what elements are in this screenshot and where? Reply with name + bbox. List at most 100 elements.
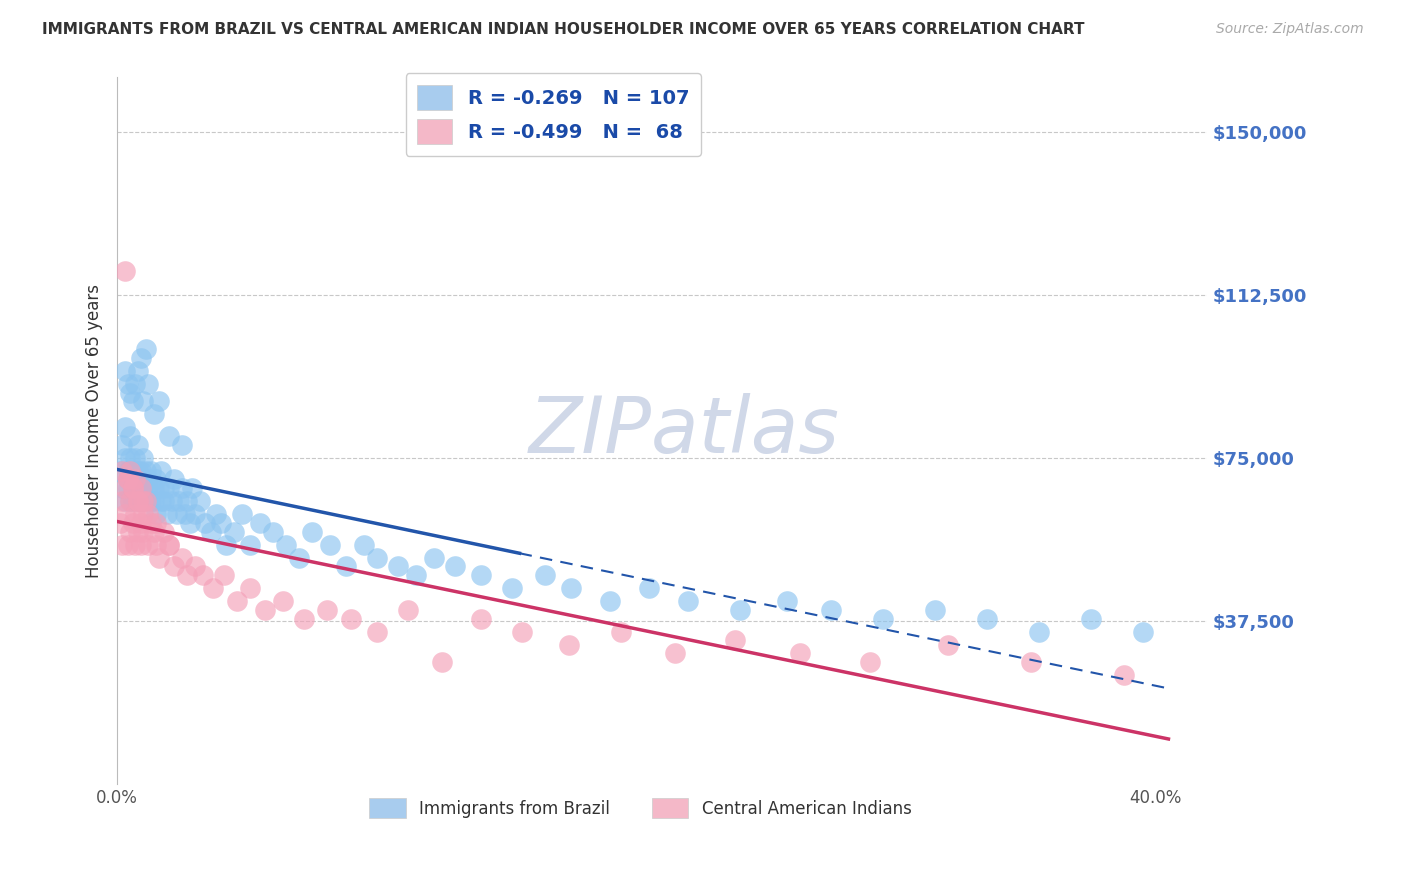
Point — [132, 450, 155, 465]
Point — [139, 494, 162, 508]
Point — [124, 481, 146, 495]
Point — [872, 611, 894, 625]
Point — [124, 508, 146, 522]
Point — [273, 594, 295, 608]
Point — [121, 516, 143, 530]
Point — [145, 516, 167, 530]
Point — [127, 364, 149, 378]
Point — [138, 508, 160, 522]
Point — [124, 473, 146, 487]
Point — [340, 611, 363, 625]
Point — [142, 524, 165, 539]
Point — [120, 429, 142, 443]
Point — [599, 594, 621, 608]
Point — [132, 508, 155, 522]
Point — [222, 524, 245, 539]
Point — [638, 581, 661, 595]
Point — [120, 464, 142, 478]
Point — [132, 481, 155, 495]
Point — [225, 594, 247, 608]
Text: ZIPatlas: ZIPatlas — [529, 392, 839, 468]
Point — [129, 494, 152, 508]
Point — [423, 550, 446, 565]
Point — [664, 646, 686, 660]
Point — [319, 538, 342, 552]
Point — [117, 376, 139, 391]
Point — [396, 603, 419, 617]
Point — [194, 516, 217, 530]
Point — [114, 364, 136, 378]
Point — [191, 568, 214, 582]
Point — [172, 550, 194, 565]
Point — [121, 481, 143, 495]
Point — [121, 481, 143, 495]
Point — [117, 473, 139, 487]
Point — [117, 481, 139, 495]
Point — [120, 473, 142, 487]
Point — [155, 508, 177, 522]
Y-axis label: Householder Income Over 65 years: Householder Income Over 65 years — [86, 284, 103, 578]
Point — [470, 568, 492, 582]
Point — [111, 438, 134, 452]
Point — [114, 508, 136, 522]
Point — [184, 559, 207, 574]
Point — [135, 494, 157, 508]
Point — [212, 568, 235, 582]
Point — [117, 464, 139, 478]
Point — [138, 538, 160, 552]
Point — [127, 464, 149, 478]
Point — [239, 538, 262, 552]
Point — [132, 494, 155, 508]
Point — [724, 633, 747, 648]
Point — [160, 494, 183, 508]
Point — [129, 481, 152, 495]
Point — [976, 611, 998, 625]
Point — [135, 342, 157, 356]
Point — [148, 550, 170, 565]
Point — [202, 581, 225, 595]
Point — [776, 594, 799, 608]
Point — [150, 494, 173, 508]
Point — [239, 581, 262, 595]
Point — [1132, 624, 1154, 639]
Point — [129, 538, 152, 552]
Point — [148, 481, 170, 495]
Point — [209, 516, 232, 530]
Point — [173, 508, 195, 522]
Point — [292, 611, 315, 625]
Point — [215, 538, 238, 552]
Point — [169, 494, 191, 508]
Point — [114, 494, 136, 508]
Point — [163, 473, 186, 487]
Point — [120, 494, 142, 508]
Point — [936, 638, 959, 652]
Point — [142, 494, 165, 508]
Point — [120, 385, 142, 400]
Text: IMMIGRANTS FROM BRAZIL VS CENTRAL AMERICAN INDIAN HOUSEHOLDER INCOME OVER 65 YEA: IMMIGRANTS FROM BRAZIL VS CENTRAL AMERIC… — [42, 22, 1084, 37]
Point — [132, 473, 155, 487]
Point — [231, 508, 253, 522]
Point — [157, 429, 180, 443]
Point — [142, 481, 165, 495]
Point — [1114, 668, 1136, 682]
Point — [139, 464, 162, 478]
Point — [157, 481, 180, 495]
Point — [200, 524, 222, 539]
Point — [148, 394, 170, 409]
Point — [820, 603, 842, 617]
Point — [121, 494, 143, 508]
Point — [316, 603, 339, 617]
Point — [114, 264, 136, 278]
Point — [179, 516, 201, 530]
Point — [120, 494, 142, 508]
Point — [129, 464, 152, 478]
Point — [1028, 624, 1050, 639]
Point — [111, 538, 134, 552]
Point — [124, 473, 146, 487]
Point — [135, 494, 157, 508]
Point — [132, 394, 155, 409]
Point — [510, 624, 533, 639]
Point — [789, 646, 811, 660]
Point — [470, 611, 492, 625]
Point — [117, 473, 139, 487]
